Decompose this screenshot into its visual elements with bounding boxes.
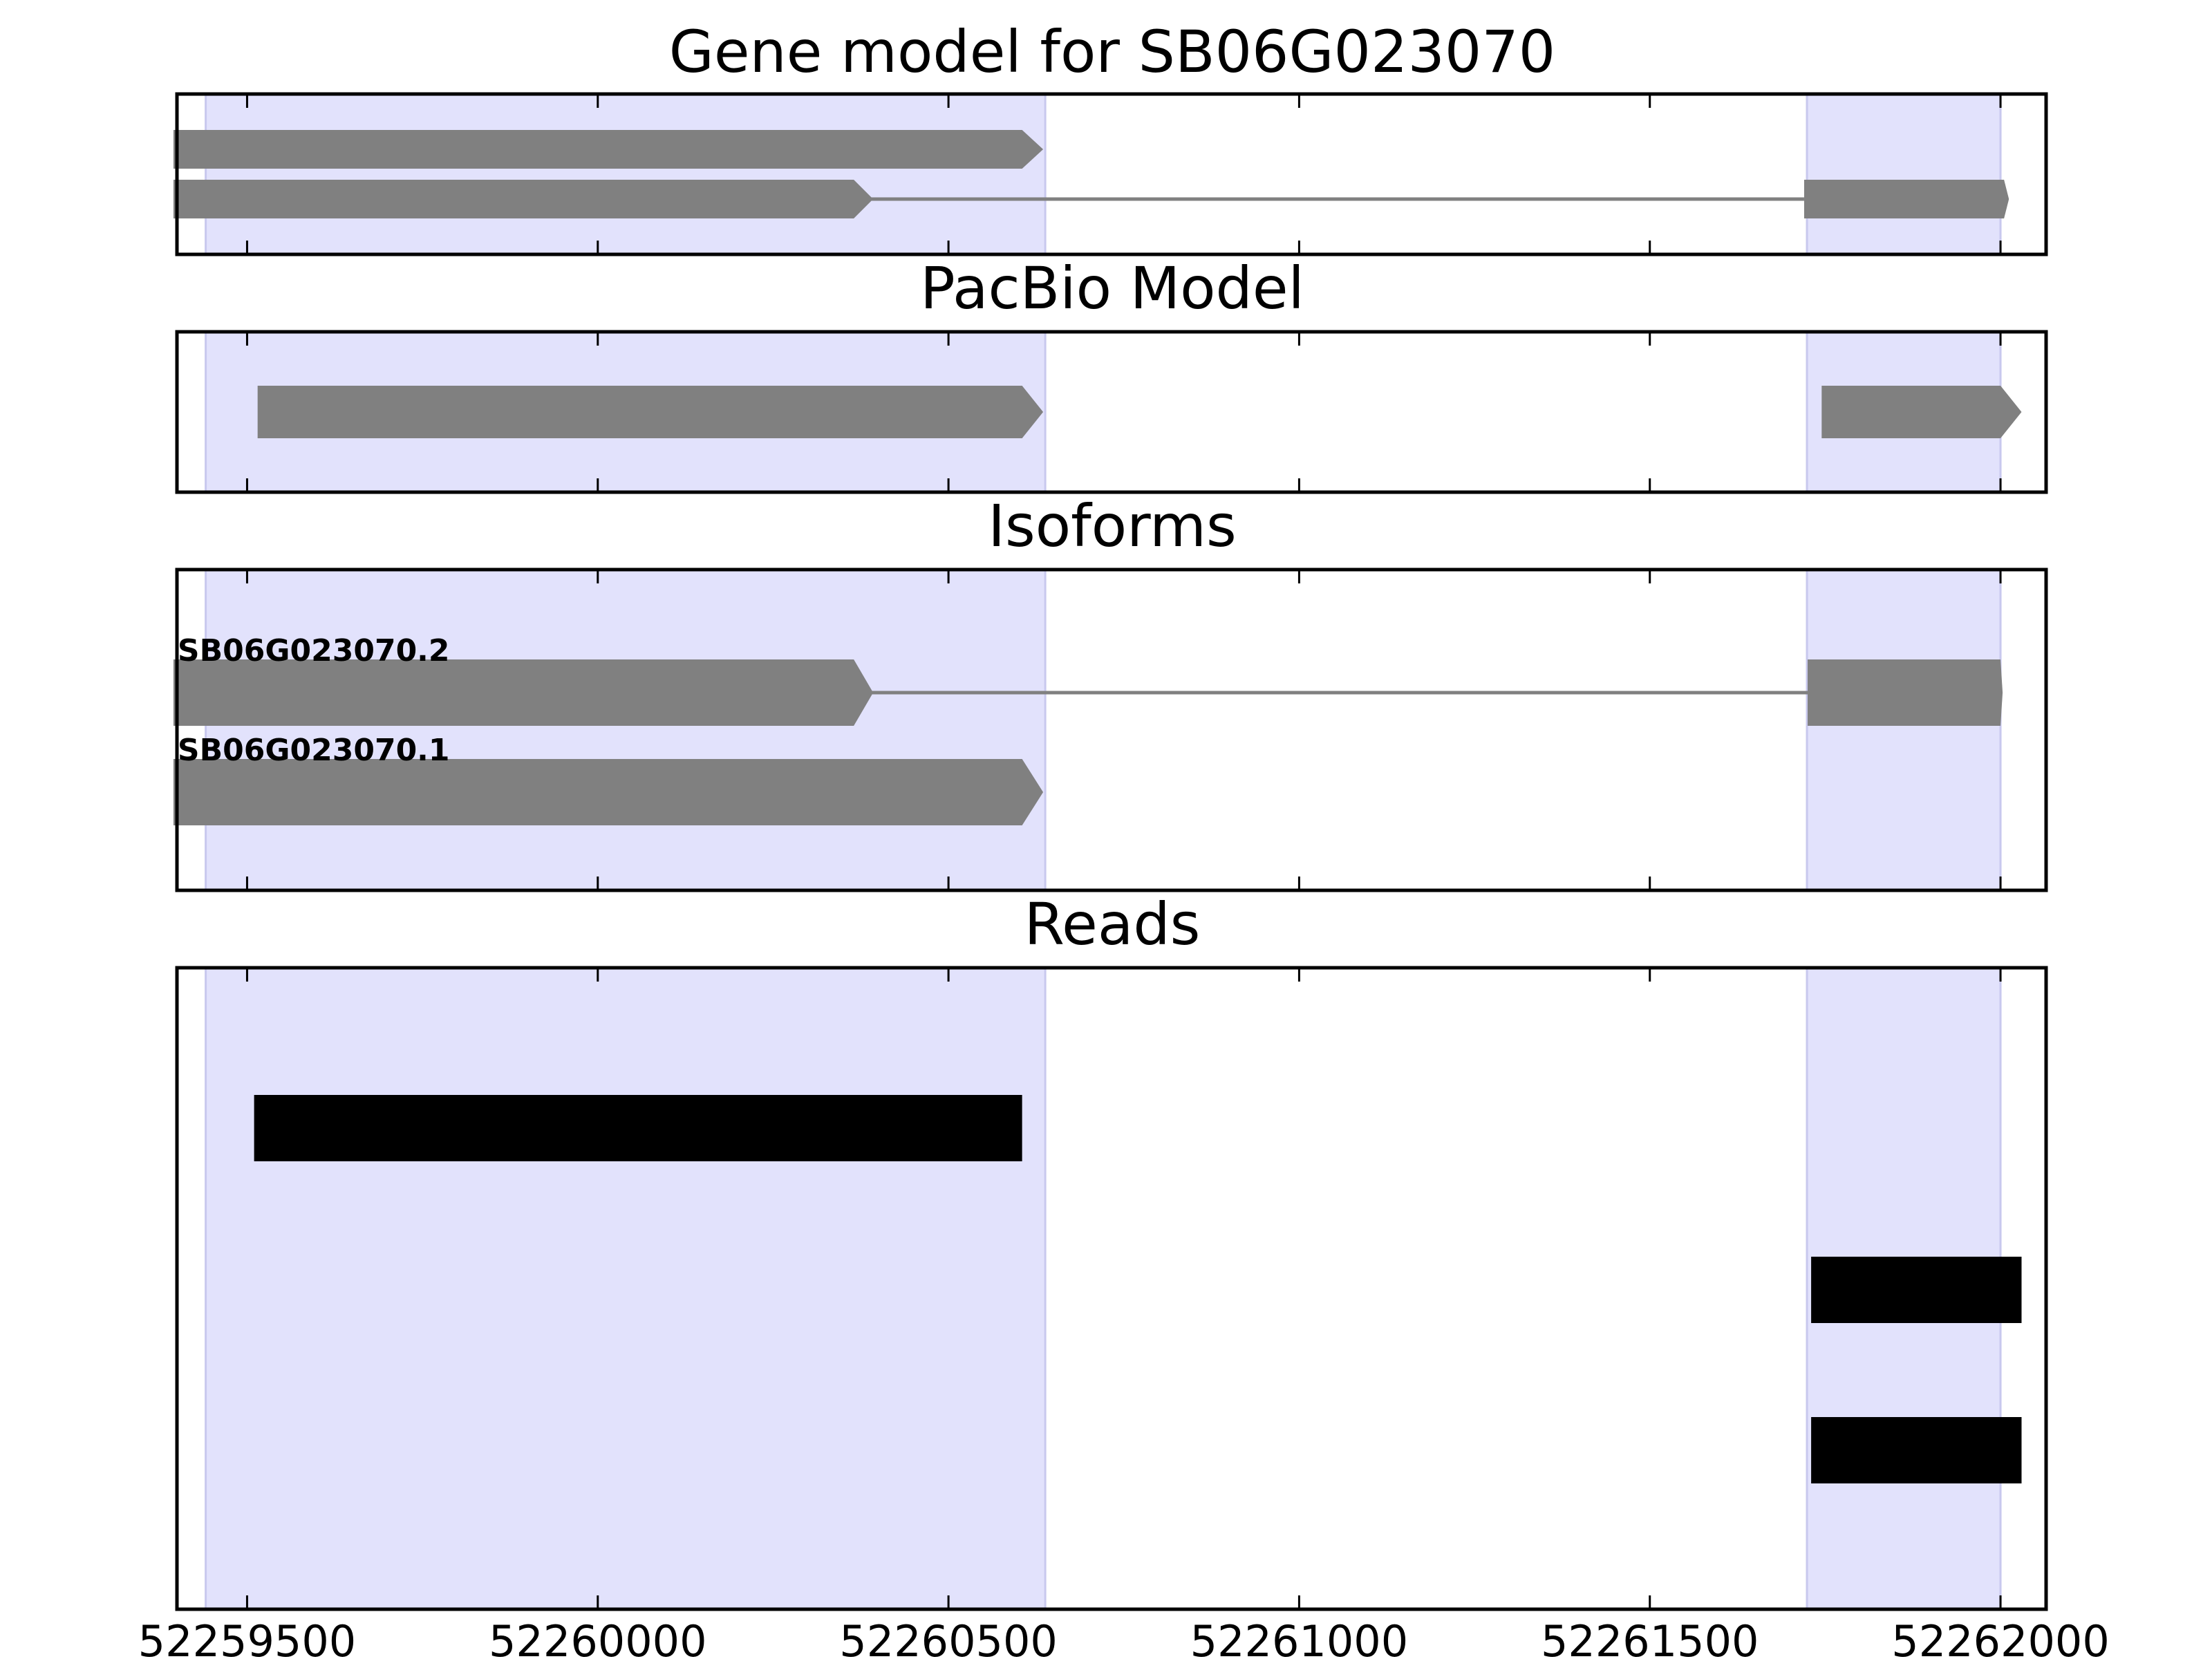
exon-arrow [1821,386,2022,438]
panel-frame [175,92,2048,256]
panel-frame [175,966,2048,1611]
panel-gene-model [173,92,2048,256]
isoform-label: SB06G023070.2 [178,633,450,668]
panel-frame [175,568,2048,892]
exon-arrow [1808,659,2003,726]
panel-title-pacbio-model: PacBio Model [920,254,1304,322]
panel-frame [175,330,2048,494]
exon-arrow [257,386,1044,438]
exon-arrow [173,759,1044,825]
panel-isoforms: SB06G023070.2 SB06G023070.1 [173,568,2048,892]
exon-region-band [1807,94,2001,254]
x-axis-tick-labels: 52259500 52260000 52260500 52261000 52261500… [138,1616,2110,1659]
x-tick-label: 52262000 [1891,1616,2110,1659]
exon-arrow [173,130,1044,169]
x-tick-label: 52261000 [1190,1616,1409,1659]
read-bar [1811,1417,2022,1483]
panel-reads [175,966,2048,1611]
x-tick-label: 52259500 [138,1616,357,1659]
panel-title-isoforms: Isoforms [988,492,1237,560]
exon-region-band [205,94,1046,254]
exon-arrow [173,180,874,218]
x-tick-label: 52260500 [839,1616,1058,1659]
x-tick-label: 52260000 [489,1616,707,1659]
exon-region-band [205,968,1046,1609]
panel-pacbio-model [175,330,2048,494]
read-bar [254,1095,1022,1161]
panel-title-reads: Reads [1024,890,1201,958]
exon-arrow [173,659,874,726]
exon-region-band [1807,570,2001,890]
exon-region-band [205,570,1046,890]
x-tick-label: 52261500 [1541,1616,1759,1659]
isoform-label: SB06G023070.1 [178,733,450,768]
read-bar [1811,1257,2022,1323]
exon-arrow [1803,180,2009,218]
panel-title-gene-model: Gene model for SB06G023070 [669,18,1555,86]
